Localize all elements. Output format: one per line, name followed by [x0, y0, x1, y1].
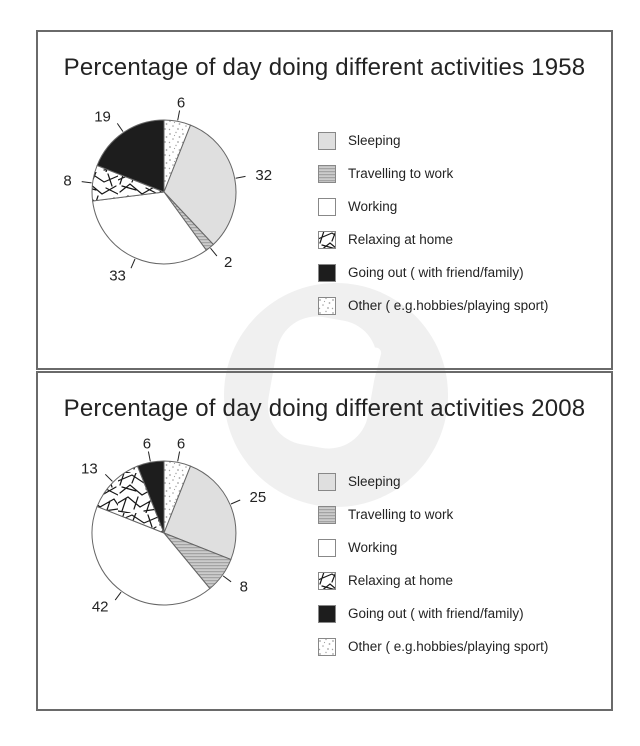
- legend-swatch-black: [318, 605, 336, 623]
- pie-slice-lightgray: [163, 124, 237, 246]
- legend-swatch-black: [318, 264, 336, 282]
- legend-swatch-dots: [318, 638, 336, 656]
- pie-slice-lightgray: [163, 465, 237, 561]
- legend-item: Sleeping: [318, 132, 548, 150]
- pie-label-leader: [210, 247, 218, 257]
- chart-title-1958: Percentage of day doing different activi…: [63, 54, 586, 81]
- pie-label-leader: [177, 110, 181, 121]
- legend-swatch-lightgray: [318, 132, 336, 150]
- legend-item: Travelling to work: [318, 165, 548, 183]
- legend-swatch-stripes: [318, 165, 336, 183]
- pie-chart-1958: 6 32 2 33 8 19: [63, 95, 272, 285]
- legend-item: Other ( e.g.hobbies/playing sport): [318, 297, 548, 315]
- watermark-logo: [224, 283, 448, 507]
- legend-label: Going out ( with friend/family): [348, 265, 524, 280]
- pie-value-label: 33: [109, 268, 126, 285]
- legend-label: Relaxing at home: [348, 232, 454, 247]
- pie-label-leader: [130, 258, 136, 269]
- legend-swatch-dots: [318, 297, 336, 315]
- legend-item: Sleeping: [318, 473, 548, 491]
- pie-label-leader: [147, 451, 151, 462]
- pie-value-label: 8: [63, 173, 71, 190]
- legend-swatch-white: [318, 539, 336, 557]
- pie-label-leader: [114, 591, 122, 601]
- legend-item: Working: [318, 539, 548, 557]
- legend-swatch-scribble: [318, 572, 336, 590]
- pie-label-leader: [230, 499, 241, 505]
- pie-slice-black: [136, 460, 165, 534]
- legend-label: Travelling to work: [348, 166, 454, 181]
- legend-label: Travelling to work: [348, 507, 454, 522]
- legend-swatch-lightgray: [318, 473, 336, 491]
- pie-label-leader: [222, 575, 232, 583]
- pie-label-leader: [177, 451, 181, 462]
- pie-value-label: 2: [224, 254, 232, 271]
- pie-value-label: 42: [92, 599, 109, 616]
- legend-item: Relaxing at home: [318, 572, 548, 590]
- legend-label: Other ( e.g.hobbies/playing sport): [348, 298, 549, 313]
- pie-value-label: 6: [177, 95, 185, 112]
- legend-2008: Sleeping Travelling to work Working Relaxin…: [318, 473, 548, 671]
- pie-value-label: 25: [250, 489, 267, 506]
- legend-label: Other ( e.g.hobbies/playing sport): [348, 639, 549, 654]
- pie-label-leader: [116, 123, 124, 132]
- legend-item: Going out ( with friend/family): [318, 264, 548, 282]
- pie-label-leader: [104, 473, 113, 482]
- legend-label: Working: [348, 540, 398, 555]
- legend-label: Going out ( with friend/family): [348, 606, 524, 621]
- pie-slice-white: [91, 505, 211, 606]
- chart-title-2008: Percentage of day doing different activi…: [63, 395, 586, 422]
- pie-value-label: 32: [255, 167, 272, 184]
- legend-label: Sleeping: [348, 133, 401, 148]
- legend-label: Working: [348, 199, 398, 214]
- pie-slice-white: [92, 191, 207, 265]
- pie-label-leader: [81, 181, 92, 184]
- pie-value-label: 6: [143, 436, 151, 453]
- chart-panel-1958: Percentage of day doing different activi…: [36, 30, 613, 370]
- legend-item: Going out ( with friend/family): [318, 605, 548, 623]
- legend-item: Working: [318, 198, 548, 216]
- legend-item: Travelling to work: [318, 506, 548, 524]
- legend-label: Relaxing at home: [348, 573, 454, 588]
- legend-label: Sleeping: [348, 474, 401, 489]
- legend-swatch-stripes: [318, 506, 336, 524]
- pie-value-label: 8: [240, 579, 248, 596]
- pie-slice-black: [96, 119, 165, 193]
- pie-chart-2008: 6 25 8 42 13 6: [81, 436, 267, 616]
- pie-label-leader: [235, 175, 246, 179]
- pie-value-label: 6: [177, 436, 185, 453]
- pie-value-label: 13: [81, 461, 98, 478]
- legend-swatch-white: [318, 198, 336, 216]
- legend-swatch-scribble: [318, 231, 336, 249]
- legend-item: Other ( e.g.hobbies/playing sport): [318, 638, 548, 656]
- pie-value-label: 19: [94, 109, 111, 126]
- legend-item: Relaxing at home: [318, 231, 548, 249]
- pie-slice-scribble: [96, 465, 165, 534]
- legend-1958: Sleeping Travelling to work Working Relaxin…: [318, 132, 548, 330]
- chart-panel-2008: Percentage of day doing different activi…: [36, 371, 613, 711]
